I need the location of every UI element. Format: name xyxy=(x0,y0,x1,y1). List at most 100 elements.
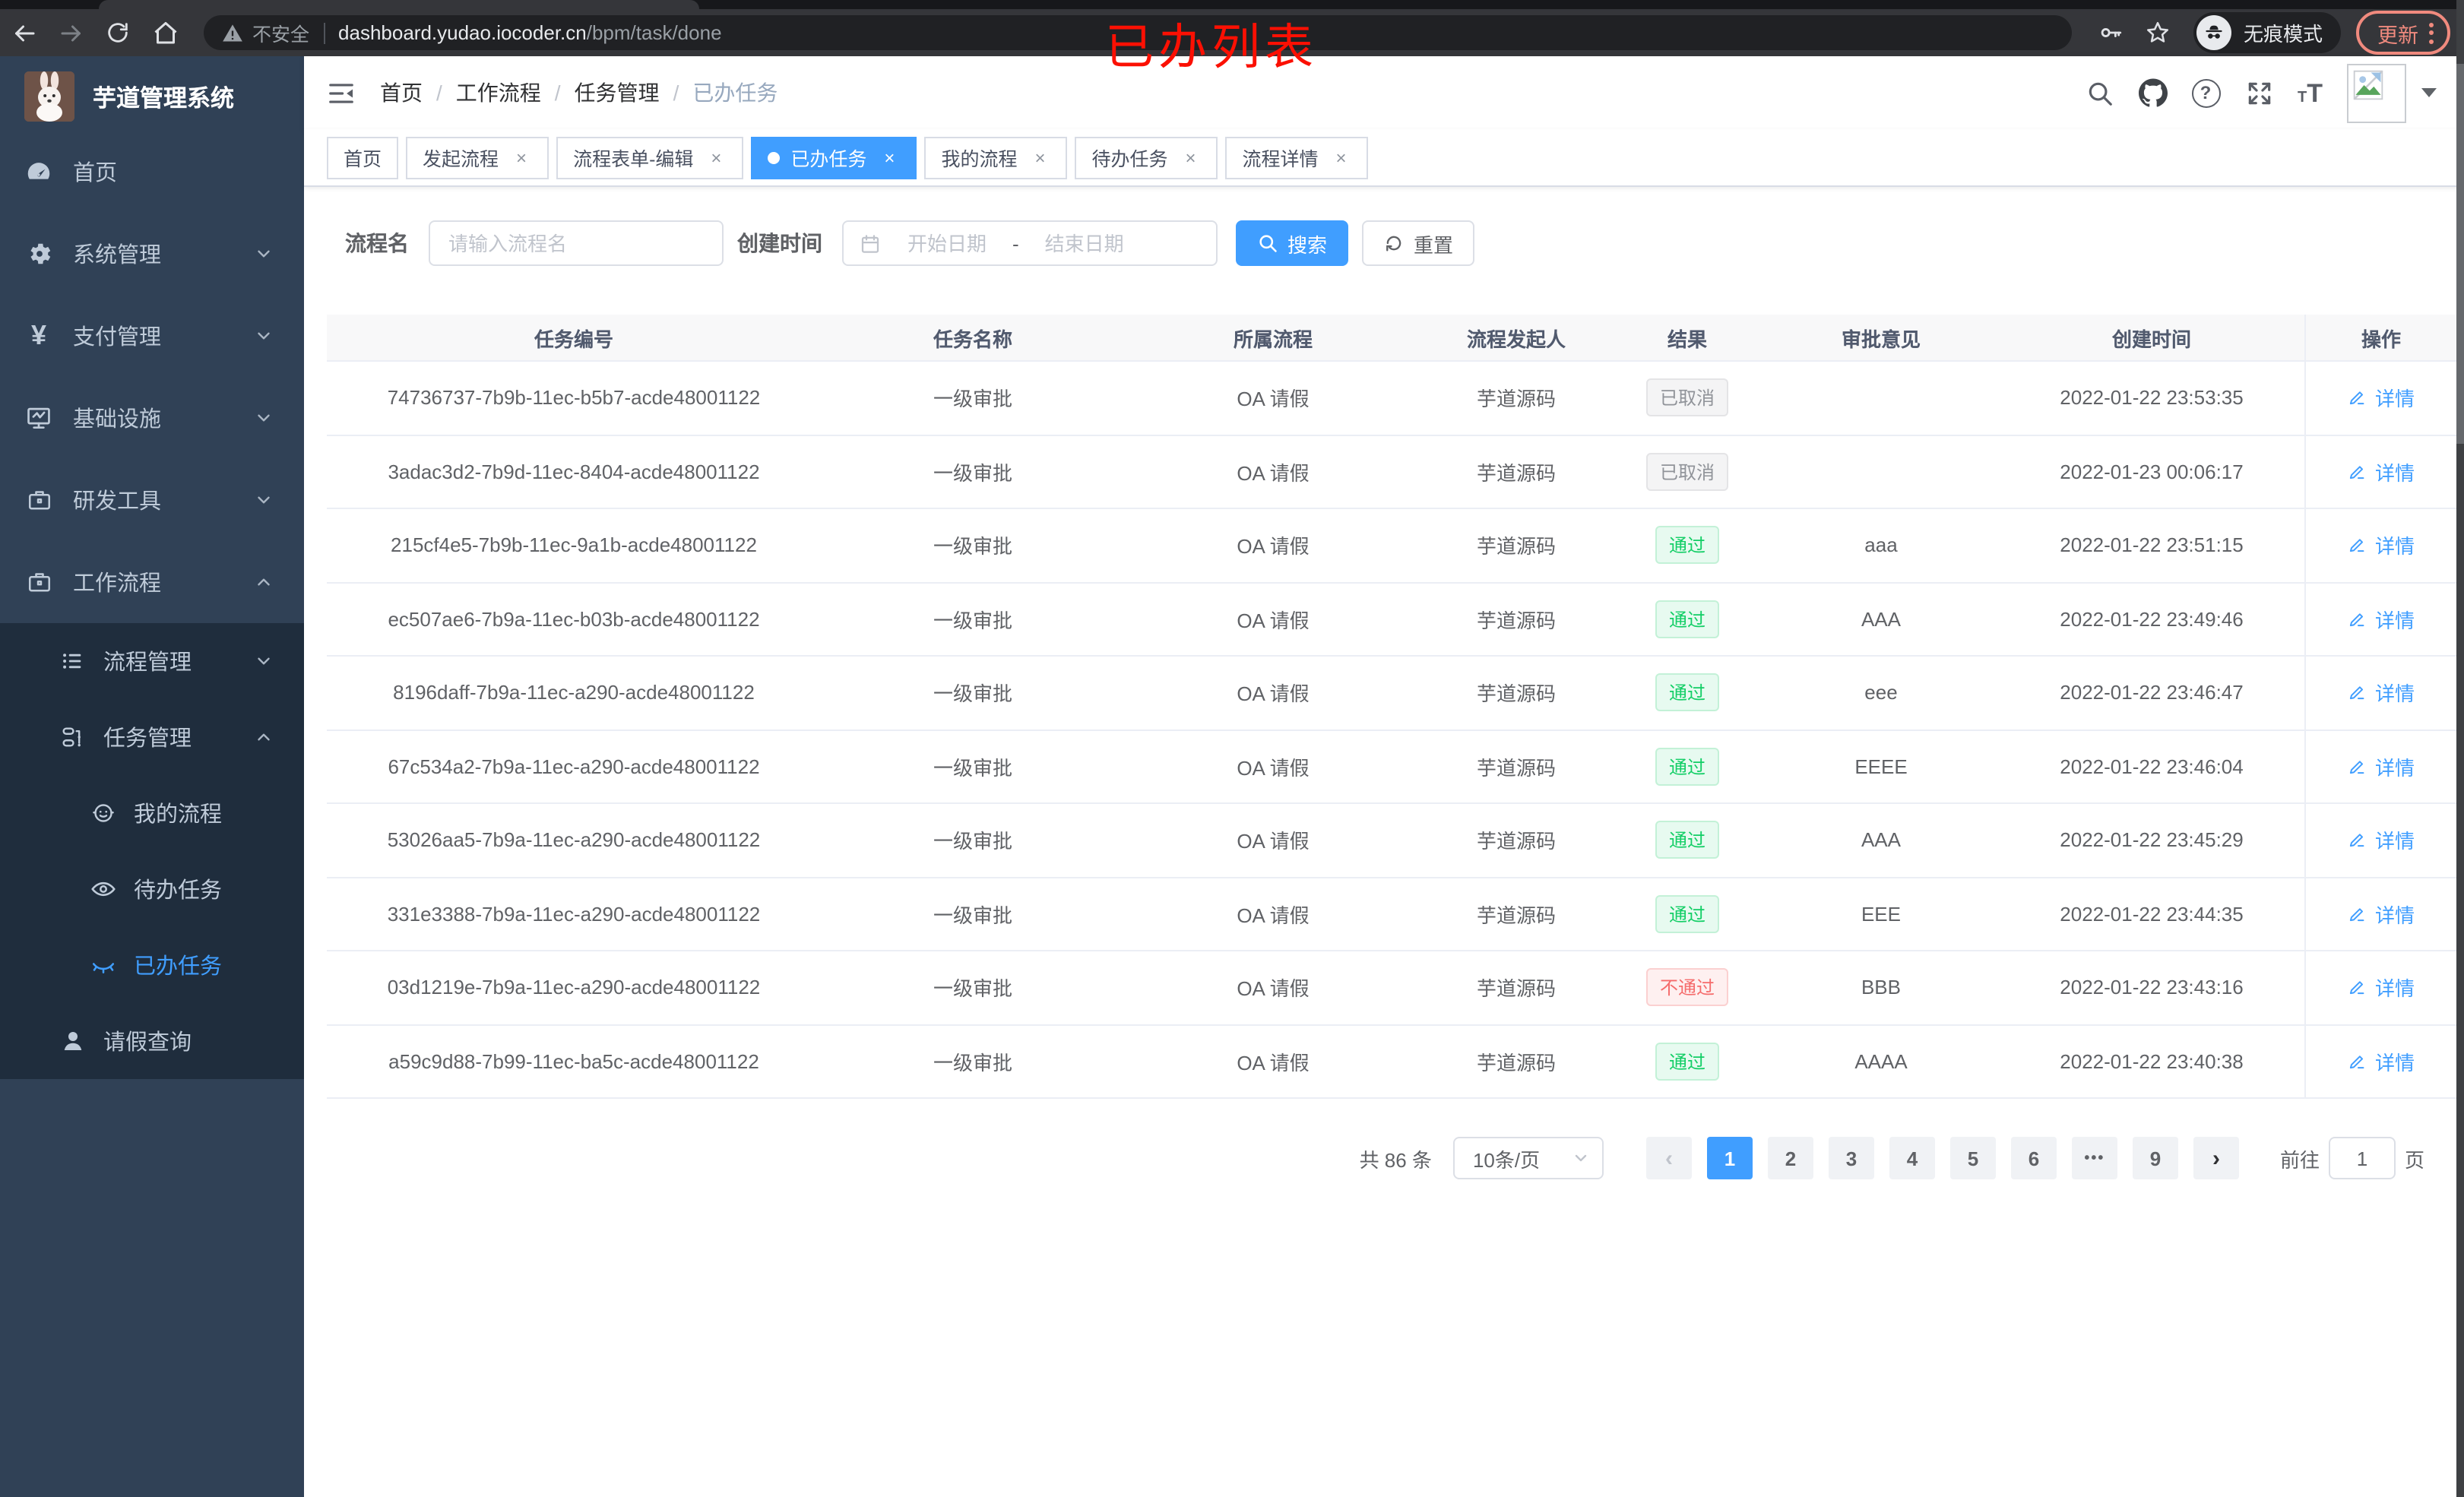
sidebar-item-done-tasks[interactable]: 已办任务 xyxy=(0,927,304,1003)
page-button[interactable]: 5 xyxy=(1949,1137,1996,1179)
process-name-input[interactable] xyxy=(429,220,724,266)
sidebar-item-my-process[interactable]: 我的流程 xyxy=(0,775,304,851)
tab-label: 流程表单-编辑 xyxy=(573,149,694,170)
tab-item[interactable]: 首页 xyxy=(327,136,399,179)
font-size-icon[interactable]: ?TT xyxy=(2298,78,2323,107)
tab-label: 流程详情 xyxy=(1242,149,1319,170)
result-badge: 不通过 xyxy=(1645,968,1728,1007)
create-time-cell: 2022-01-22 23:46:47 xyxy=(2060,681,2244,704)
eye-closed-icon xyxy=(88,951,117,979)
tab-item[interactable]: 我的流程 × xyxy=(924,136,1068,179)
detail-link[interactable]: 详情 xyxy=(2348,900,2415,929)
avatar-caret-down-icon[interactable] xyxy=(2421,88,2437,97)
tab-item[interactable]: 流程详情 × xyxy=(1225,136,1369,179)
reset-button[interactable]: 重置 xyxy=(1362,220,1475,266)
github-icon[interactable] xyxy=(2138,78,2167,108)
fullscreen-icon[interactable] xyxy=(2244,78,2273,107)
reload-icon[interactable] xyxy=(94,11,141,54)
start-date-input[interactable] xyxy=(888,230,1006,256)
process-cell: OA 请假 xyxy=(1237,1051,1310,1074)
sidebar-item-leave-query[interactable]: 请假查询 xyxy=(0,1003,304,1079)
bookmark-star-icon[interactable] xyxy=(2134,11,2181,54)
page-button[interactable]: 4 xyxy=(1889,1137,1935,1179)
page-button[interactable]: 2 xyxy=(1767,1137,1813,1179)
tab-close-icon[interactable]: × xyxy=(884,147,895,168)
sidebar-item-label: 任务管理 xyxy=(103,727,192,752)
prev-page-button[interactable]: ‹ xyxy=(1645,1137,1692,1179)
detail-link[interactable]: 详情 xyxy=(2348,1047,2415,1076)
breadcrumb-home[interactable]: 首页 xyxy=(380,81,423,105)
tab-close-icon[interactable]: × xyxy=(711,147,722,168)
detail-link[interactable]: 详情 xyxy=(2348,457,2415,486)
tab-close-icon[interactable]: × xyxy=(1185,147,1196,168)
address-bar[interactable]: 不安全 dashboard.yudao.iocoder.cn /bpm/task… xyxy=(204,15,2072,50)
avatar[interactable] xyxy=(2347,63,2406,122)
sidebar-item-home[interactable]: 首页 xyxy=(0,131,304,213)
task-id-cell: 53026aa5-7b9a-11ec-a290-acde48001122 xyxy=(387,828,761,852)
detail-link[interactable]: 详情 xyxy=(2348,752,2415,781)
password-key-icon[interactable] xyxy=(2087,11,2134,54)
goto-page-input[interactable] xyxy=(2328,1137,2396,1179)
browser-active-tab[interactable] xyxy=(99,0,699,9)
tab-item[interactable]: 发起流程 × xyxy=(406,136,549,179)
sidebar-item-workflow[interactable]: 工作流程 xyxy=(0,541,304,623)
table-header-row: 任务编号 任务名称 所属流程 流程发起人 结果 审批意见 创建时间 操作 xyxy=(327,315,2456,362)
detail-link[interactable]: 详情 xyxy=(2348,531,2415,560)
detail-link-label: 详情 xyxy=(2374,830,2415,853)
end-date-input[interactable] xyxy=(1025,230,1144,256)
sidebar-item-process-mgmt[interactable]: 流程管理 xyxy=(0,623,304,699)
update-button[interactable]: 更新 xyxy=(2356,11,2450,55)
sidebar-item-infra[interactable]: 基础设施 xyxy=(0,377,304,459)
sidebar-item-payment[interactable]: ¥ 支付管理 xyxy=(0,295,304,377)
browser-scrollbar[interactable] xyxy=(2456,0,2464,1497)
date-range-picker[interactable]: - xyxy=(842,220,1218,266)
sidebar-item-task-mgmt[interactable]: 任务管理 xyxy=(0,699,304,775)
scrollbar-thumb[interactable] xyxy=(2456,64,2464,444)
tab-item[interactable]: 已办任务 × xyxy=(751,136,917,179)
search-button[interactable]: 搜索 xyxy=(1236,220,1349,266)
forward-icon[interactable] xyxy=(47,11,94,54)
tab-close-icon[interactable]: × xyxy=(1335,147,1347,168)
sidebar: 芋道管理系统 首页 系统管理 ¥ 支付管理 xyxy=(0,56,304,1497)
result-badge: 已取消 xyxy=(1645,378,1728,417)
sidebar-item-label: 已办任务 xyxy=(134,955,222,980)
tab-bar: 首页 发起流程 × 流程表单-编辑 × 已办任务 × 我的流程 × 待办任务 × 流程详情 × xyxy=(304,129,2464,187)
sidebar-collapse-icon[interactable] xyxy=(327,78,356,107)
sidebar-item-system[interactable]: 系统管理 xyxy=(0,213,304,295)
page-button[interactable]: 3 xyxy=(1828,1137,1874,1179)
result-cell: 通过 xyxy=(1611,878,1763,950)
page-ellipsis[interactable]: ••• xyxy=(2071,1137,2117,1179)
result-cell: 通过 xyxy=(1611,657,1763,729)
logo[interactable]: 芋道管理系统 xyxy=(0,56,304,122)
page-button[interactable]: 6 xyxy=(2010,1137,2057,1179)
detail-link[interactable]: 详情 xyxy=(2348,679,2415,707)
detail-link[interactable]: 详情 xyxy=(2348,384,2415,413)
breadcrumb-workflow[interactable]: 工作流程 xyxy=(455,81,541,105)
eye-icon xyxy=(88,875,117,903)
back-icon[interactable] xyxy=(0,11,47,54)
page-button[interactable]: 1 xyxy=(1706,1137,1753,1179)
tab-close-icon[interactable]: × xyxy=(1034,147,1046,168)
tab-item[interactable]: 待办任务 × xyxy=(1075,136,1218,179)
action-cell: 详情 xyxy=(2304,730,2456,802)
tab-item[interactable]: 流程表单-编辑 × xyxy=(556,136,744,179)
security-warning-icon[interactable]: 不安全 xyxy=(222,18,309,47)
detail-link[interactable]: 详情 xyxy=(2348,973,2415,1002)
page-button[interactable]: 9 xyxy=(2132,1137,2178,1179)
breadcrumb-task-mgmt[interactable]: 任务管理 xyxy=(574,81,660,105)
help-icon[interactable]: ? xyxy=(2191,78,2220,107)
detail-link[interactable]: 详情 xyxy=(2348,826,2415,855)
next-page-button[interactable]: › xyxy=(2193,1137,2239,1179)
sidebar-item-todo-tasks[interactable]: 待办任务 xyxy=(0,851,304,927)
search-icon[interactable] xyxy=(2085,78,2114,107)
home-icon[interactable] xyxy=(141,11,188,54)
result-cell: 已取消 xyxy=(1611,435,1763,508)
detail-link[interactable]: 详情 xyxy=(2348,605,2415,634)
kebab-menu-icon[interactable] xyxy=(2429,22,2434,43)
workflow-submenu: 流程管理 任务管理 我的流程 待办任务 xyxy=(0,623,304,1079)
sidebar-item-devtools[interactable]: 研发工具 xyxy=(0,459,304,541)
edit-pen-icon xyxy=(2348,904,2367,924)
page-size-select[interactable]: 10条/页 xyxy=(1452,1137,1604,1179)
tab-close-icon[interactable]: × xyxy=(516,147,527,168)
app-title: 芋道管理系统 xyxy=(93,86,235,112)
